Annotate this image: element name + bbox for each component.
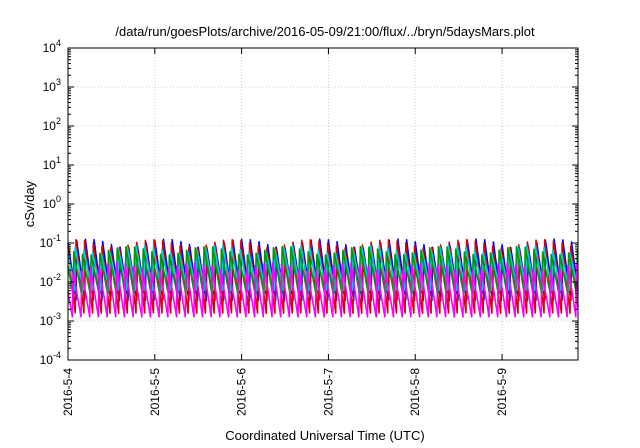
x-axis: 2016-5-4 2016-5-5 2016-5-6 2016-5-7 2016-5-8… [61, 48, 509, 416]
series-line [67, 245, 579, 296]
series-line [67, 244, 579, 292]
y-tick-label: 103 [43, 77, 61, 94]
y-tick-label: 10-2 [40, 272, 61, 289]
x-tick-label: 2016-5-9 [495, 368, 509, 416]
chart-title: /data/run/goesPlots/archive/2016-05-09/2… [115, 24, 535, 39]
x-tick-label: 2016-5-5 [148, 368, 162, 416]
y-axis-label: cSv/day [22, 180, 37, 227]
series-lines [67, 238, 579, 318]
y-tick-label: 100 [43, 194, 61, 211]
x-axis-label: Coordinated Universal Time (UTC) [225, 428, 424, 443]
x-tick-label: 2016-5-4 [61, 368, 75, 416]
x-tick-label: 2016-5-7 [321, 368, 335, 416]
y-tick-label: 102 [43, 116, 61, 133]
x-tick-label: 2016-5-8 [408, 368, 422, 416]
y-tick-label: 101 [43, 155, 61, 172]
series-line [67, 262, 579, 318]
y-tick-label: 104 [43, 38, 61, 55]
y-tick-label: 10-3 [40, 311, 61, 328]
y-tick-label: 10-4 [40, 350, 61, 367]
y-tick-label: 10-1 [40, 233, 61, 250]
x-tick-label: 2016-5-6 [235, 368, 249, 416]
